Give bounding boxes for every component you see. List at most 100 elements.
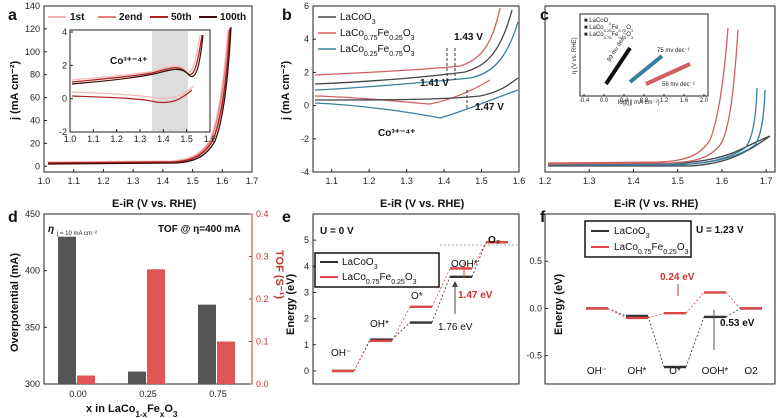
- inset-legend-c-1: ■ LaCoO3: [584, 18, 611, 26]
- inset-legend-c-3: ■ LaCo0.75Fe0.25O3: [584, 32, 634, 40]
- energy-connector: [431, 268, 451, 308]
- bar-overpotential: [128, 371, 146, 384]
- y-tick-label: 0.0: [529, 303, 542, 313]
- energy-connector: [685, 292, 705, 314]
- x-tick-label: 1.3: [127, 176, 140, 186]
- y-tick-label: 140: [25, 1, 40, 11]
- y-axis-label-f: Energy (eV): [553, 274, 565, 335]
- y-tick-label: 0.4: [256, 209, 269, 219]
- energy-connector: [391, 306, 411, 342]
- x-tick-label: 1.6: [216, 176, 229, 186]
- y-tick-label: 0.0: [256, 379, 269, 389]
- y-tick-label: -2: [301, 134, 309, 144]
- legend-label-lacoo3-f: LaCoO3: [614, 226, 650, 240]
- inset-y-tick-label: 4: [62, 27, 67, 37]
- series-a-50th: [47, 27, 231, 164]
- annotation-e-147: 1.47 eV: [458, 290, 493, 301]
- panel-letter-f: f: [540, 209, 546, 226]
- legend-box-e: [314, 252, 440, 288]
- annotation-b-143: 1.43 V: [454, 32, 483, 43]
- inset-x-tick-label: 0.8: [640, 98, 649, 104]
- y-ticks-e: 0 1 2 3 4 5: [304, 235, 316, 376]
- y-axis-label-d: Overpotential (mA): [9, 253, 21, 352]
- tafel-label-c-2: 75 mv dec⁻¹: [657, 48, 690, 54]
- series-c-lacoo3: [548, 135, 771, 167]
- x-ticks-a: 1.0 1.1 1.2 1.3 1.4 1.5 1.6 1.7: [38, 169, 258, 186]
- tafel-line-c-fe025: [645, 62, 691, 86]
- x-tick-label: 1.6: [513, 176, 526, 186]
- series-b-fe075-upper: [314, 21, 519, 91]
- y-tick-label: 400: [25, 266, 40, 276]
- y-tick-label: 0.5: [529, 256, 542, 266]
- energy-connector: [685, 316, 705, 368]
- y-axis-label-e: Energy (eV): [285, 274, 297, 335]
- inset-ylabel-c: η (V vs. RHE): [572, 37, 578, 74]
- y-tick-label: 0.3: [256, 252, 269, 262]
- series-b-lacoo3-lower: [314, 77, 519, 101]
- inset-x-tick-label: 1.6: [204, 134, 217, 144]
- y-tick-label: 20: [30, 138, 40, 148]
- plot-frame-e: [312, 213, 520, 385]
- y-tick-label: 40: [30, 115, 40, 125]
- inset-ticks-a: -2 0 2 4 1.0 1.1 1.2 1.3 1.4 1.5 1.6: [59, 27, 216, 144]
- y-tick-label: 100: [25, 47, 40, 57]
- bar-tof: [217, 341, 235, 384]
- inset-y-tick-label: 2: [62, 60, 67, 70]
- bar-overpotential: [198, 304, 216, 384]
- panel-e: e 0 1 2 3 4 5 Energy (eV) U = 0 V LaCoO3 LaCo…: [282, 209, 520, 385]
- y-tick-label: 0: [304, 366, 309, 376]
- inset-series-a-return: [71, 89, 193, 104]
- x-axis-label-d: x in LaCo1-xFexO3: [86, 403, 178, 418]
- y-tick-label: 300: [25, 379, 40, 389]
- inset-x-tick-label: 1.4: [157, 134, 170, 144]
- state-label-e-ohstar: OH*: [370, 319, 389, 330]
- inset-annotation-a: Co³⁺⁻⁴⁺: [110, 56, 147, 67]
- y-tick-label: 0: [304, 101, 309, 111]
- energy-levels-e: [332, 241, 508, 373]
- inset-x-tick-label: -0.4: [579, 98, 590, 104]
- x-tick-label: 1.6: [716, 176, 729, 186]
- y-tick-label: 1: [304, 340, 309, 350]
- y-tick-label: 0.1: [256, 337, 269, 347]
- y-tick-label: 4: [304, 261, 309, 271]
- inset-series-a-100th: [71, 34, 204, 85]
- inset-x-tick-label: 1.6: [680, 98, 689, 104]
- panel-letter-a: a: [8, 7, 17, 24]
- y2-axis-label-d: TOF (S⁻¹): [273, 250, 285, 299]
- legend-j-d: j = 10 mA cm⁻²: [56, 231, 97, 237]
- annotation-e-176: 1.76 eV: [438, 322, 473, 333]
- x-tick-label: 0.25: [139, 389, 157, 399]
- annotation-b-co: Co³⁺⁻⁴⁺: [378, 128, 415, 139]
- series-b-lacoo3-upper: [314, 9, 513, 85]
- state-label-e-o2: O₂: [488, 235, 500, 246]
- y2-ticks-d: 0.0 0.1 0.2 0.3 0.4: [249, 209, 269, 389]
- series-b-fe025-upper: [314, 7, 501, 76]
- energy-connector: [431, 276, 451, 323]
- x-ticks-d: 0.00 0.25 0.75: [69, 389, 227, 399]
- legend-label-lacoo3-e: LaCoO3: [342, 257, 378, 271]
- series-b-fe075-lower: [314, 89, 519, 119]
- legend-label-fe025-e: LaCo0.75Fe0.25O3: [342, 272, 417, 286]
- inset-x-tick-label: 2.0: [700, 98, 709, 104]
- state-label-f: O2: [744, 366, 758, 377]
- series-c-fe025-return: [547, 29, 739, 165]
- state-label-f: OH*: [628, 366, 647, 377]
- y-tick-label: 2: [304, 67, 309, 77]
- x-tick-label: 1.0: [38, 176, 51, 186]
- legend-label-lacoo3-b: LaCoO3: [340, 12, 376, 26]
- series-c-lacoo3-return: [547, 135, 771, 165]
- energy-connector: [471, 242, 487, 269]
- annotation-b-147: 1.47 V: [475, 102, 504, 113]
- legend-label-2end: 2end: [119, 12, 142, 23]
- inset-x-tick-label: 1.0: [64, 134, 77, 144]
- x-tick-label: 1.5: [475, 176, 488, 186]
- y-tick-label: -4: [301, 167, 309, 177]
- arrowhead-e-176: [452, 281, 458, 287]
- x-tick-label: 0.75: [209, 389, 227, 399]
- annotation-f-053: 0.53 eV: [720, 318, 755, 329]
- state-label-f: O*: [669, 366, 681, 377]
- x-axis-label-c: E-iR (V vs. RHE): [614, 198, 699, 210]
- y-tick-label: 80: [30, 70, 40, 80]
